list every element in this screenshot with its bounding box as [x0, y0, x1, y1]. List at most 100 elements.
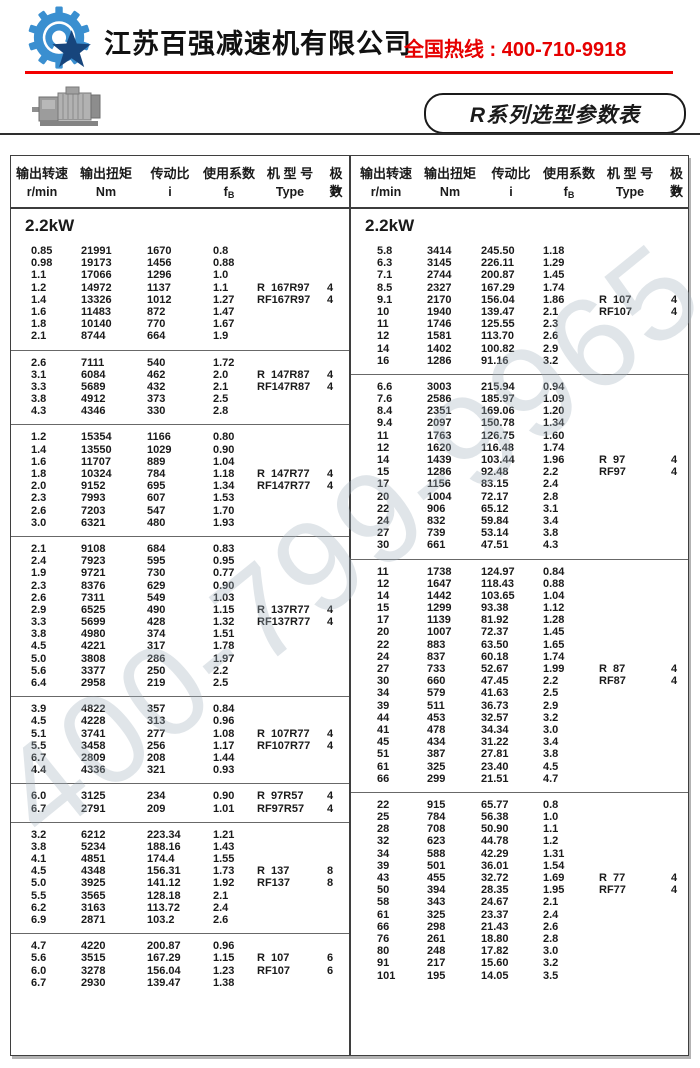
- service-factor-cell: 1.1: [543, 823, 559, 836]
- rating-block: 5.8 3414 245.50 1.18 6.3 3145 226.11 1.29 7.1 274…: [351, 239, 688, 374]
- torque-cell: 3163: [81, 901, 106, 914]
- service-factor-cell: 1.08: [213, 727, 235, 740]
- left-table-panel: 输出转速 输出扭矩 传动比 使用系数 机 型 号 极 数 r/min Nm i …: [10, 155, 350, 1056]
- torque-cell: 1286: [427, 354, 452, 367]
- type-cell: [595, 566, 665, 578]
- torque-cell: 17066: [81, 269, 112, 282]
- torque-cell: 3741: [81, 727, 106, 740]
- poles-cell: [323, 543, 349, 555]
- service-factor-cell: 1.65: [543, 638, 565, 651]
- service-factor-cell: 4.7: [543, 772, 559, 785]
- torque-cell: 478: [427, 723, 446, 736]
- poles-cell: [665, 651, 688, 663]
- poles-cell: 4: [327, 368, 334, 381]
- ratio-cell: 150.78: [481, 417, 515, 430]
- torque-cell: 4221: [81, 640, 106, 653]
- speed-cell: 4.1: [31, 853, 47, 866]
- speed-cell: 28: [377, 823, 390, 836]
- service-factor-cell: 1.18: [213, 468, 235, 480]
- poles-cell: 4: [327, 480, 334, 493]
- unit-speed: r/min: [26, 185, 58, 199]
- table-header: 输出转速 输出扭矩 传动比 使用系数 机 型 号 极 数 r/min Nm i …: [351, 156, 688, 209]
- ratio-cell: 174.4: [147, 853, 175, 866]
- ratio-cell: 695: [147, 480, 166, 493]
- rating-row: 4.5 4348 156.31 1.73 R 137 8: [11, 865, 349, 877]
- torque-cell: 299: [427, 772, 446, 785]
- type-cell: [595, 921, 665, 933]
- poles-cell: [665, 257, 688, 269]
- torque-cell: 3125: [81, 790, 106, 803]
- speed-cell: 6.3: [377, 257, 393, 270]
- speed-cell: 3.1: [31, 368, 47, 381]
- speed-cell: 2.1: [31, 542, 47, 555]
- rating-row: 91 217 15.60 3.2: [351, 957, 688, 969]
- poles-cell: [665, 860, 688, 872]
- column-names-row: 输出转速 输出扭矩 传动比 使用系数 机 型 号 极 数: [11, 165, 349, 199]
- rating-row: 1.2 15354 1166 0.80: [11, 431, 349, 443]
- service-factor-cell: 0.8: [213, 245, 229, 257]
- speed-cell: 10: [377, 305, 390, 318]
- type-cell: [595, 442, 665, 454]
- ratio-cell: 595: [147, 555, 166, 568]
- speed-cell: 30: [377, 539, 390, 552]
- torque-cell: 2097: [427, 417, 452, 430]
- poles-cell: [665, 614, 688, 626]
- type-cell: [257, 492, 323, 504]
- ratio-cell: 18.80: [481, 932, 509, 945]
- type-cell: R 147R87: [257, 368, 310, 381]
- type-cell: RF137: [257, 877, 291, 890]
- col-header-poles: 极 数: [329, 166, 343, 199]
- service-factor-cell: 0.95: [213, 555, 235, 568]
- service-factor-cell: 1.15: [213, 603, 235, 616]
- speed-cell: 6.7: [31, 802, 47, 815]
- service-factor-cell: 1.04: [543, 589, 565, 602]
- ratio-cell: 169.06: [481, 405, 515, 418]
- service-factor-cell: 0.88: [543, 577, 565, 590]
- type-cell: [595, 539, 665, 551]
- type-cell: [595, 848, 665, 860]
- poles-cell: [323, 829, 349, 841]
- type-cell: [595, 527, 665, 539]
- torque-cell: 1439: [427, 454, 452, 466]
- torque-cell: 217: [427, 957, 446, 970]
- torque-cell: 261: [427, 932, 446, 945]
- col-header-speed: 输出转速: [15, 166, 68, 181]
- service-factor-cell: 1.72: [213, 356, 235, 369]
- speed-cell: 0.85: [31, 245, 53, 257]
- poles-cell: [323, 665, 349, 677]
- poles-cell: [323, 853, 349, 865]
- service-factor-cell: 2.4: [543, 478, 559, 491]
- torque-cell: 4220: [81, 940, 106, 953]
- service-factor-cell: 1.23: [213, 964, 235, 977]
- type-cell: R 137R77: [257, 603, 310, 616]
- service-factor-cell: 1.45: [543, 626, 565, 639]
- torque-cell: 661: [427, 539, 446, 552]
- ratio-cell: 125.55: [481, 318, 515, 331]
- speed-cell: 58: [377, 896, 390, 909]
- type-cell: [257, 653, 323, 665]
- torque-cell: 15354: [81, 431, 112, 444]
- speed-cell: 15: [377, 602, 390, 615]
- type-cell: [257, 914, 323, 926]
- poles-cell: [323, 914, 349, 926]
- poles-cell: [665, 835, 688, 847]
- rating-row: 1.1 17066 1296 1.0: [11, 269, 349, 281]
- speed-cell: 22: [377, 502, 390, 515]
- type-cell: [257, 628, 323, 640]
- rating-row: 16 1286 91.16 3.2: [351, 355, 688, 367]
- speed-cell: 9.1: [377, 293, 393, 306]
- speed-cell: 27: [377, 527, 390, 540]
- rating-row: 34 588 42.29 1.31: [351, 848, 688, 860]
- speed-cell: 0.98: [31, 257, 53, 270]
- torque-cell: 298: [427, 920, 446, 933]
- ratio-cell: 547: [147, 504, 166, 517]
- ratio-cell: 24.67: [481, 896, 509, 909]
- type-cell: [257, 393, 323, 405]
- service-factor-cell: 4.3: [543, 539, 559, 552]
- type-cell: [595, 799, 665, 811]
- poles-cell: [665, 539, 688, 551]
- rating-row: 6.2 3163 113.72 2.4: [11, 902, 349, 914]
- ratio-cell: 185.97: [481, 393, 515, 406]
- col-header-service-factor: 使用系数: [543, 166, 596, 181]
- poles-cell: [323, 330, 349, 342]
